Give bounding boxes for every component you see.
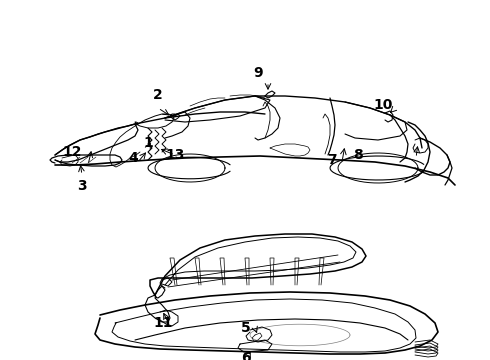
Text: 13: 13 (165, 148, 185, 162)
Text: 3: 3 (77, 179, 87, 193)
Text: 10: 10 (373, 98, 392, 112)
Text: 6: 6 (241, 351, 251, 360)
Text: 12: 12 (62, 145, 82, 159)
Text: 7: 7 (327, 153, 337, 167)
Text: 5: 5 (241, 321, 251, 335)
Text: 4: 4 (128, 151, 138, 165)
Text: 1: 1 (143, 136, 153, 150)
Text: 8: 8 (353, 148, 363, 162)
Text: 2: 2 (153, 88, 163, 102)
Text: 11: 11 (153, 316, 173, 330)
Text: 9: 9 (253, 66, 263, 80)
